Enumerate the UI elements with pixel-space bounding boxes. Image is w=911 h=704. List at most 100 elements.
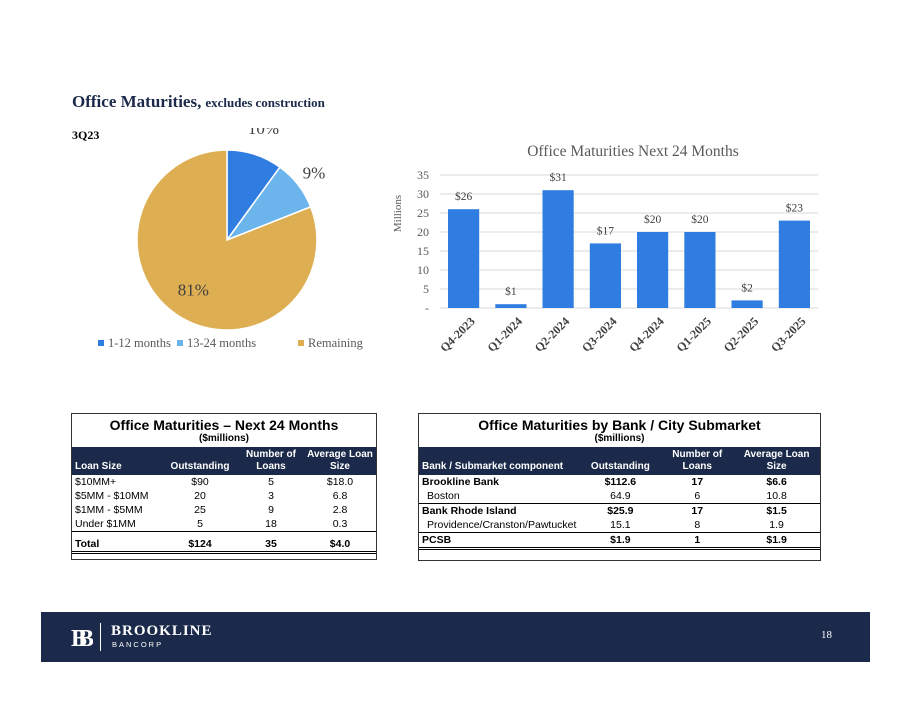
col-outstanding: Outstanding [579, 447, 662, 475]
col-bank-submarket: Bank / Submarket component [419, 447, 580, 475]
legend-label: 13-24 months [187, 336, 256, 350]
pie-data-label: 81% [178, 281, 209, 300]
col-outstanding: Outstanding [162, 447, 238, 475]
title-main: Office Maturities, [72, 92, 202, 111]
col-number-of-loans: Number of Loans [238, 447, 304, 475]
cell: 8 [694, 519, 701, 531]
bar-data-label: $17 [597, 224, 615, 237]
maturities-by-size-table: Office Maturities – Next 24 Months ($mil… [71, 413, 377, 560]
cell: 18 [265, 518, 277, 530]
y-tick-label: 5 [423, 282, 429, 296]
cell: 35 [238, 531, 304, 554]
x-tick-label: Q2-2025 [721, 314, 762, 355]
cell: Under $1MM [75, 518, 136, 530]
cell: 15.1 [610, 519, 631, 531]
bar-data-label: $20 [644, 213, 662, 226]
footer-bar: B B BROOKLINE BANCORP 18 [41, 612, 870, 662]
cell: $6.6 [766, 476, 787, 488]
period-label: 3Q23 [72, 128, 100, 142]
table-row: Under $1MM 5 18 0.3 [72, 517, 376, 532]
cell: $25.9 [579, 503, 662, 518]
cell: 10.8 [766, 490, 787, 502]
cell: $4.0 [304, 531, 376, 554]
table-right-title: Office Maturities by Bank / City Submark… [478, 417, 761, 433]
brookline-logo-icon: B B [71, 626, 93, 649]
cell: Brookline Bank [422, 476, 500, 488]
cell: $1.9 [579, 532, 662, 549]
y-tick-label: 25 [417, 206, 429, 220]
bar-q1-2024 [495, 304, 527, 308]
legend-swatch [298, 340, 304, 346]
y-tick-label: 35 [417, 168, 429, 182]
cell: $90 [191, 476, 209, 488]
pie-data-label: 10% [248, 128, 279, 138]
x-tick-label: Q4-2023 [437, 314, 478, 355]
col-loan-size: Loan Size [72, 447, 162, 475]
y-tick-label: 30 [417, 187, 429, 201]
bar-q3-2025 [778, 220, 810, 308]
col-number-of-loans: Number of Loans [661, 447, 734, 475]
cell: Providence/Cranston/Pawtucket [427, 519, 577, 531]
x-tick-label: Q1-2024 [484, 314, 525, 355]
table-row: Boston 64.9 6 10.8 [419, 489, 820, 504]
cell: 64.9 [610, 490, 631, 502]
table-left-title: Office Maturities – Next 24 Months [109, 417, 339, 433]
svg-text:B: B [78, 626, 93, 649]
legend-label: 1-12 months [108, 336, 171, 350]
cell: 3 [268, 490, 274, 502]
table-row: Providence/Cranston/Pawtucket 15.1 8 1.9 [419, 518, 820, 533]
cell: 9 [268, 504, 274, 516]
bar-q4-2024 [637, 232, 669, 308]
bar-data-label: $2 [741, 281, 753, 294]
cell: Total [72, 531, 162, 554]
legend-swatch [98, 340, 104, 346]
bar-data-label: $26 [455, 190, 473, 203]
table-row: PCSB $1.9 1 $1.9 [419, 532, 820, 549]
cell: $18.0 [326, 476, 354, 488]
cell: $112.6 [604, 476, 637, 488]
table-row: $10MM+ $90 5 $18.0 [72, 475, 376, 489]
table-row: Bank Rhode Island $25.9 17 $1.5 [419, 503, 820, 518]
y-tick-label: 15 [417, 244, 429, 258]
cell: Boston [427, 490, 460, 502]
cell: PCSB [419, 532, 580, 549]
col-average-loan-size: Average Loan Size [304, 447, 376, 475]
table-row: $5MM - $10MM 20 3 6.8 [72, 489, 376, 503]
cell: 1.9 [769, 519, 784, 531]
cell: 0.3 [332, 518, 348, 530]
cell: $1.5 [733, 503, 820, 518]
y-tick-label: 10 [417, 263, 429, 277]
table-left-header: Loan Size Outstanding Number of Loans Av… [72, 447, 376, 475]
bar-data-label: $1 [505, 285, 517, 298]
table-left-units: ($millions) [198, 433, 249, 444]
legend-swatch [177, 340, 183, 346]
x-tick-label: Q1-2025 [673, 314, 714, 355]
bar-data-label: $20 [691, 213, 709, 226]
cell: Bank Rhode Island [419, 503, 580, 518]
bar-chart-title: Office Maturities Next 24 Months [527, 143, 739, 160]
page-number: 18 [821, 629, 832, 641]
cell: 25 [194, 504, 206, 516]
y-tick-label: 20 [417, 225, 429, 239]
y-tick-label: - [425, 301, 429, 315]
cell: $1.9 [733, 532, 820, 549]
legend-label: Remaining [308, 336, 364, 350]
cell: 17 [691, 476, 704, 488]
total-row: Total $124 35 $4.0 [72, 531, 376, 554]
cell: 6 [694, 490, 701, 502]
cell: 1 [661, 532, 734, 549]
svg-text:B: B [71, 626, 87, 649]
cell: $10MM+ [75, 476, 117, 488]
x-tick-label: Q3-2025 [768, 314, 809, 355]
x-tick-label: Q3-2024 [579, 314, 620, 355]
cell: 6.8 [332, 490, 348, 502]
bar-data-label: $31 [549, 171, 567, 184]
pie-data-label: 9% [303, 164, 326, 183]
cell: 5 [268, 476, 274, 488]
logo-divider [100, 623, 101, 651]
cell: $5MM - $10MM [75, 490, 149, 502]
cell: 17 [661, 503, 734, 518]
bar-q1-2025 [684, 232, 716, 308]
pie-slice-remaining [136, 149, 318, 331]
cell: $1MM - $5MM [75, 504, 143, 516]
